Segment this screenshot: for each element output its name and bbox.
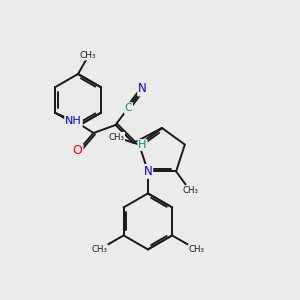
Text: H: H [138, 140, 147, 150]
Text: C: C [125, 103, 132, 113]
Text: NH: NH [65, 116, 82, 126]
Text: CH₃: CH₃ [188, 245, 204, 254]
Text: CH₃: CH₃ [92, 245, 107, 254]
Text: N: N [143, 165, 152, 178]
Text: CH₃: CH₃ [182, 186, 198, 195]
Text: CH₃: CH₃ [108, 133, 124, 142]
Text: N: N [138, 82, 147, 95]
Text: CH₃: CH₃ [80, 50, 96, 59]
Text: O: O [73, 145, 82, 158]
